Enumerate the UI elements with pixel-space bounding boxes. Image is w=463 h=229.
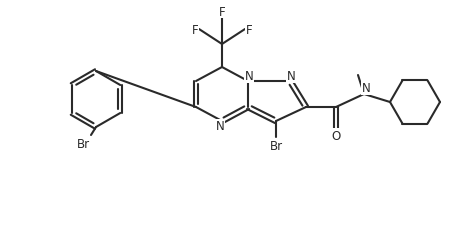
Text: O: O — [331, 129, 340, 142]
Text: F: F — [245, 23, 252, 36]
Text: N: N — [286, 70, 295, 83]
Text: N: N — [215, 120, 224, 133]
Text: Br: Br — [76, 138, 89, 151]
Text: Br: Br — [269, 139, 282, 152]
Text: F: F — [218, 5, 225, 18]
Text: N: N — [244, 70, 253, 83]
Text: N: N — [361, 82, 369, 95]
Text: F: F — [191, 23, 198, 36]
